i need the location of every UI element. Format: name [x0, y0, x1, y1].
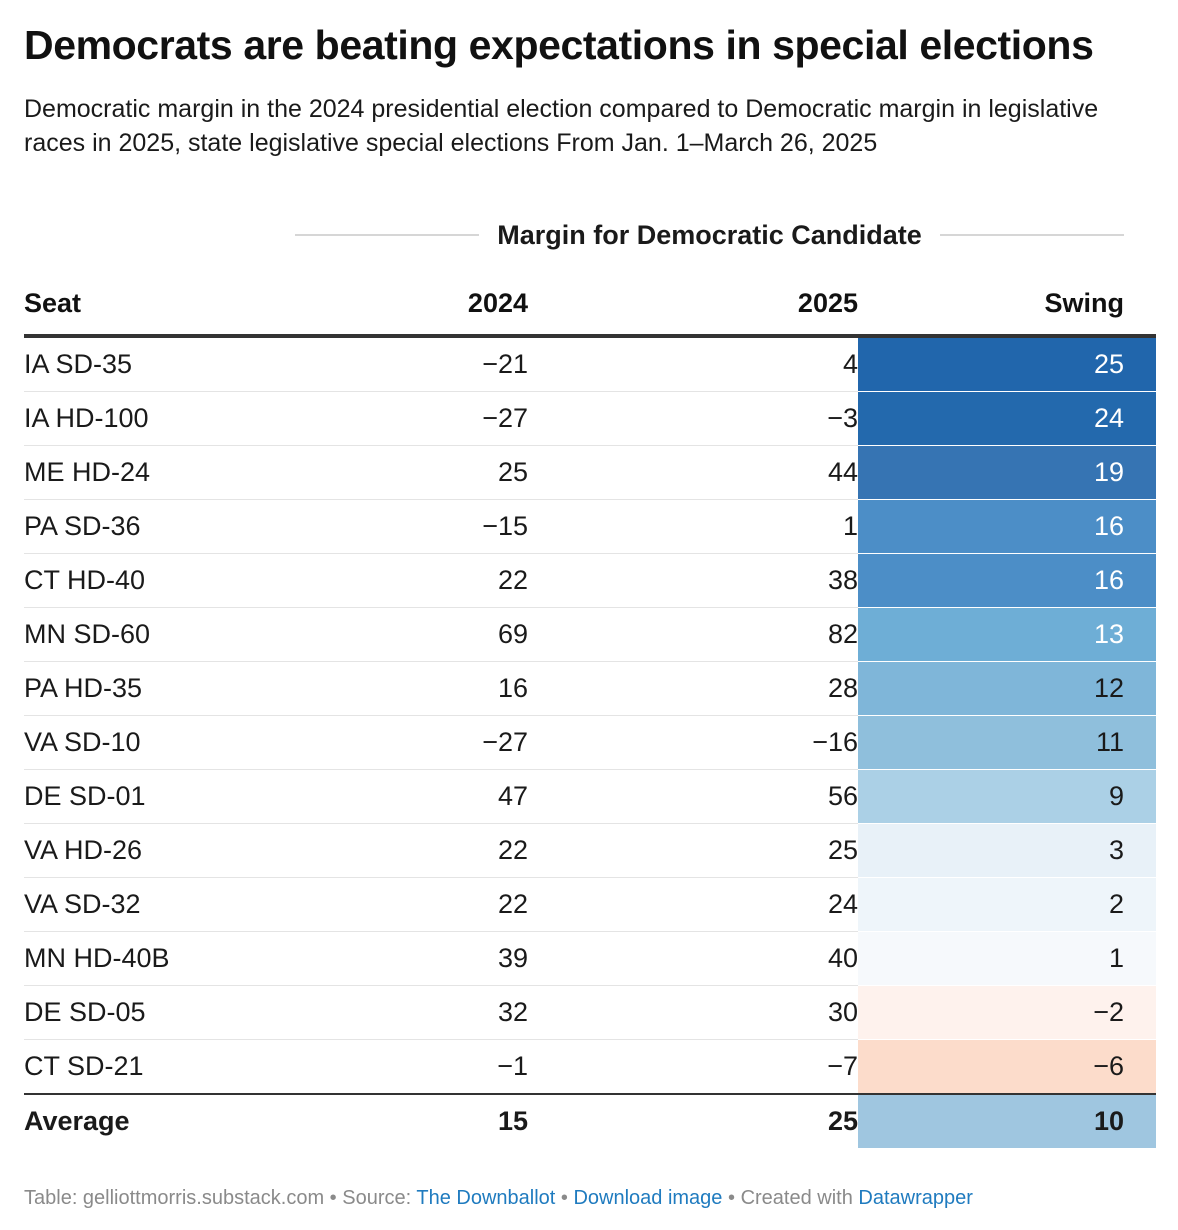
seat-cell: VA HD-26 — [24, 823, 264, 878]
column-header-seat[interactable]: Seat — [24, 272, 264, 338]
table-row: PA SD-36 −15 1 16 — [24, 499, 1156, 554]
swing-cell: 10 — [858, 1093, 1156, 1148]
table-row: VA SD-32 22 24 2 — [24, 877, 1156, 932]
swing-cell: −6 — [858, 1039, 1156, 1095]
seat-cell: VA SD-32 — [24, 877, 264, 932]
value-2025-cell: 24 — [528, 877, 858, 932]
created-with-label: Created with — [740, 1187, 859, 1209]
value-2024-cell: 22 — [264, 823, 528, 878]
seat-cell: CT SD-21 — [24, 1039, 264, 1095]
value-2025-cell: 28 — [528, 661, 858, 716]
value-2024-cell: 15 — [264, 1093, 528, 1148]
seat-cell: CT HD-40 — [24, 553, 264, 608]
value-2024-cell: 16 — [264, 661, 528, 716]
value-2024-cell: −21 — [264, 336, 528, 392]
value-2025-cell: 82 — [528, 607, 858, 662]
value-2024-cell: 25 — [264, 445, 528, 500]
value-2025-cell: −3 — [528, 391, 858, 446]
data-table: Seat 2024 2025 Swing IA SD-35 −21 4 25 IA HD… — [24, 272, 1156, 1148]
footer-separator: • — [555, 1187, 574, 1209]
footer-separator: • — [324, 1187, 343, 1209]
swing-cell: 11 — [858, 715, 1156, 770]
table-row: CT SD-21 −1 −7 −6 — [24, 1039, 1156, 1095]
value-2025-cell: −16 — [528, 715, 858, 770]
swing-cell: 19 — [858, 445, 1156, 500]
value-2024-cell: 39 — [264, 931, 528, 986]
table-row: MN HD-40B 39 40 1 — [24, 931, 1156, 986]
seat-cell: Average — [24, 1093, 264, 1148]
value-2025-cell: 40 — [528, 931, 858, 986]
chart-subtitle: Democratic margin in the 2024 presidenti… — [24, 95, 1099, 157]
table-credit: Table: gelliottmorris.substack.com — [24, 1187, 325, 1209]
table-row: DE SD-05 32 30 −2 — [24, 985, 1156, 1040]
seat-cell: PA HD-35 — [24, 661, 264, 716]
value-2025-cell: 25 — [528, 823, 858, 878]
table-header-row: Seat 2024 2025 Swing — [24, 272, 1156, 338]
swing-cell: 2 — [858, 877, 1156, 932]
swing-cell: 1 — [858, 931, 1156, 986]
average-row: Average 15 25 10 — [24, 1093, 1156, 1148]
table-row: DE SD-01 47 56 9 — [24, 769, 1156, 824]
table-row: VA HD-26 22 25 3 — [24, 823, 1156, 878]
swing-cell: 24 — [858, 391, 1156, 446]
swing-cell: 16 — [858, 499, 1156, 554]
seat-cell: PA SD-36 — [24, 499, 264, 554]
value-2024-cell: 22 — [264, 553, 528, 608]
table-row: IA HD-100 −27 −3 24 — [24, 391, 1156, 446]
value-2024-cell: −1 — [264, 1039, 528, 1095]
swing-cell: 16 — [858, 553, 1156, 608]
swing-cell: 3 — [858, 823, 1156, 878]
table-row: VA SD-10 −27 −16 11 — [24, 715, 1156, 770]
value-2025-cell: 56 — [528, 769, 858, 824]
table-row: CT HD-40 22 38 16 — [24, 553, 1156, 608]
group-header-rule-right — [939, 234, 1125, 236]
swing-cell: 13 — [858, 607, 1156, 662]
value-2024-cell: 22 — [264, 877, 528, 932]
value-2024-cell: 47 — [264, 769, 528, 824]
value-2024-cell: 69 — [264, 607, 528, 662]
swing-cell: 12 — [858, 661, 1156, 716]
value-2025-cell: 38 — [528, 553, 858, 608]
seat-cell: ME HD-24 — [24, 445, 264, 500]
seat-cell: MN SD-60 — [24, 607, 264, 662]
value-2024-cell: −27 — [264, 715, 528, 770]
value-2025-cell: 25 — [528, 1093, 858, 1148]
footer: Table: gelliottmorris.substack.com • Sou… — [24, 1187, 973, 1210]
swing-cell: 25 — [858, 336, 1156, 392]
table-body: IA SD-35 −21 4 25 IA HD-100 −27 −3 24 ME HD-24 25… — [24, 336, 1156, 1148]
download-image-link[interactable]: Download image — [573, 1187, 723, 1209]
value-2024-cell: −15 — [264, 499, 528, 554]
group-header-label: Margin for Democratic Candidate — [497, 219, 922, 250]
value-2024-cell: 32 — [264, 985, 528, 1040]
seat-cell: IA HD-100 — [24, 391, 264, 446]
column-header-2024[interactable]: 2024 — [264, 272, 528, 338]
column-header-swing[interactable]: Swing — [858, 272, 1156, 338]
swing-cell: 9 — [858, 769, 1156, 824]
seat-cell: VA SD-10 — [24, 715, 264, 770]
value-2025-cell: −7 — [528, 1039, 858, 1095]
table-row: IA SD-35 −21 4 25 — [24, 336, 1156, 392]
value-2025-cell: 1 — [528, 499, 858, 554]
value-2025-cell: 44 — [528, 445, 858, 500]
seat-cell: IA SD-35 — [24, 336, 264, 392]
value-2025-cell: 4 — [528, 336, 858, 392]
table-row: PA HD-35 16 28 12 — [24, 661, 1156, 716]
table-row: MN SD-60 69 82 13 — [24, 607, 1156, 662]
footer-separator: • — [722, 1187, 741, 1209]
seat-cell: DE SD-01 — [24, 769, 264, 824]
source-label: Source: — [342, 1187, 417, 1209]
datawrapper-link[interactable]: Datawrapper — [858, 1187, 973, 1209]
group-header-rule-left — [295, 234, 480, 236]
swing-cell: −2 — [858, 985, 1156, 1040]
value-2025-cell: 30 — [528, 985, 858, 1040]
source-link[interactable]: The Downballot — [416, 1187, 556, 1209]
seat-cell: DE SD-05 — [24, 985, 264, 1040]
column-header-2025[interactable]: 2025 — [528, 272, 858, 338]
seat-cell: MN HD-40B — [24, 931, 264, 986]
value-2024-cell: −27 — [264, 391, 528, 446]
table-row: ME HD-24 25 44 19 — [24, 445, 1156, 500]
column-group-header: Margin for Democratic Candidate — [295, 214, 1125, 256]
chart-title: Democrats are beating expectations in sp… — [24, 22, 1094, 68]
